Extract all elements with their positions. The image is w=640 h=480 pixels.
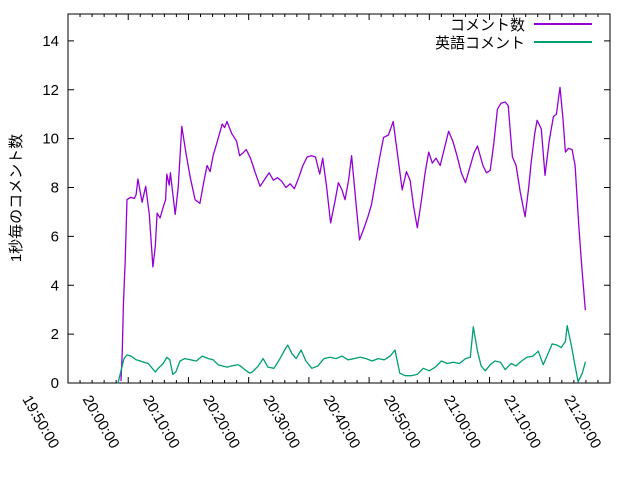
x-tick-label: 20:40:00	[320, 393, 364, 452]
x-tick-label: 20:20:00	[199, 393, 243, 452]
x-tick-label: 20:10:00	[139, 393, 183, 452]
y-tick-label: 0	[51, 375, 59, 392]
x-tick-label: 20:00:00	[79, 393, 123, 452]
legend-line-purple	[534, 23, 592, 25]
x-tick-label: 19:50:00	[19, 393, 63, 452]
plot-border	[67, 13, 611, 384]
y-tick-label: 12	[42, 82, 59, 99]
y-tick-label: 6	[51, 228, 59, 245]
x-tick-label: 21:00:00	[440, 393, 484, 452]
x-tick-label: 21:20:00	[561, 393, 605, 452]
legend-label-comments: コメント数	[449, 16, 525, 34]
legend-entry-comments: コメント数	[300, 15, 592, 34]
y-tick-label: 4	[51, 277, 59, 294]
legend-entry-english-comments: 英語コメント	[300, 33, 592, 52]
legend-label-english-comments: 英語コメント	[434, 34, 525, 52]
y-axis-title: 1秒毎のコメント数	[8, 133, 25, 263]
y-tick-label: 14	[42, 33, 59, 50]
y-tick-label: 10	[42, 131, 59, 148]
x-tick-label: 21:10:00	[500, 393, 544, 452]
series-line-1	[117, 324, 586, 384]
y-tick-label: 8	[51, 180, 59, 197]
series-line-0	[120, 86, 586, 382]
x-tick-label: 20:50:00	[380, 393, 424, 452]
legend: コメント数 英語コメント	[300, 15, 592, 52]
x-tick-label: 20:30:00	[259, 393, 303, 452]
legend-line-green	[534, 41, 592, 43]
y-tick-label: 2	[51, 326, 59, 343]
